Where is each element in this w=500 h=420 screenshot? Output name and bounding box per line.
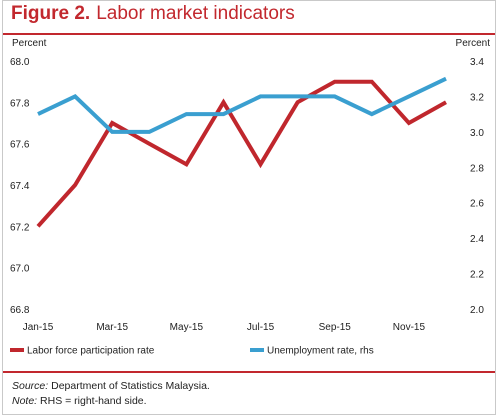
left-tick-label: 67.0 — [10, 264, 30, 275]
series-line-unemployment — [37, 76, 447, 134]
left-tick-label: 67.4 — [10, 181, 30, 192]
x-tick-label: Nov-15 — [393, 322, 426, 333]
figure-label: Figure 2. — [11, 3, 91, 24]
footer-rule — [3, 371, 495, 373]
x-tick-label: May-15 — [170, 322, 204, 333]
right-tick-label: 3.4 — [470, 57, 484, 68]
left-tick-label: 67.6 — [10, 140, 30, 151]
left-axis-title: Percent — [12, 38, 47, 49]
source-text: Department of Statistics Malaysia. — [51, 380, 210, 392]
left-tick-label: 67.2 — [10, 222, 30, 233]
right-tick-label: 2.8 — [470, 163, 484, 174]
note-text: RHS = right-hand side. — [40, 395, 147, 407]
figure-title-row: Figure 2. Labor market indicators — [11, 3, 295, 33]
right-axis-title: Percent — [456, 38, 491, 49]
right-tick-label: 2.6 — [470, 199, 484, 210]
right-tick-label: 3.2 — [470, 92, 484, 103]
right-tick-label: 3.0 — [470, 128, 484, 139]
figure-title: Labor market indicators — [96, 3, 295, 24]
x-tick-label: Sep-15 — [319, 322, 352, 333]
note-line: Note: RHS = right-hand side. — [12, 394, 210, 409]
right-tick-label: 2.4 — [470, 234, 484, 245]
x-tick-label: Jul-15 — [247, 322, 275, 333]
title-rule — [3, 33, 495, 35]
note-label: Note: — [12, 395, 38, 407]
series-line-labor-force — [36, 79, 447, 228]
left-tick-label: 68.0 — [10, 57, 30, 68]
left-tick-label: 67.8 — [10, 98, 30, 109]
figure-frame: Figure 2. Labor market indicators Source… — [2, 0, 496, 415]
right-tick-label: 2.2 — [470, 270, 484, 281]
source-note: Source: Department of Statistics Malaysi… — [12, 379, 210, 394]
x-tick-label: Mar-15 — [96, 322, 128, 333]
right-tick-label: 2.0 — [470, 305, 484, 316]
x-tick-label: Jan-15 — [23, 322, 54, 333]
left-tick-label: 66.8 — [10, 305, 30, 316]
figure-notes: Source: Department of Statistics Malaysi… — [12, 379, 210, 409]
source-label: Source: — [12, 380, 49, 392]
legend-label: Labor force participation rate — [27, 346, 155, 357]
legend-label: Unemployment rate, rhs — [267, 346, 374, 357]
